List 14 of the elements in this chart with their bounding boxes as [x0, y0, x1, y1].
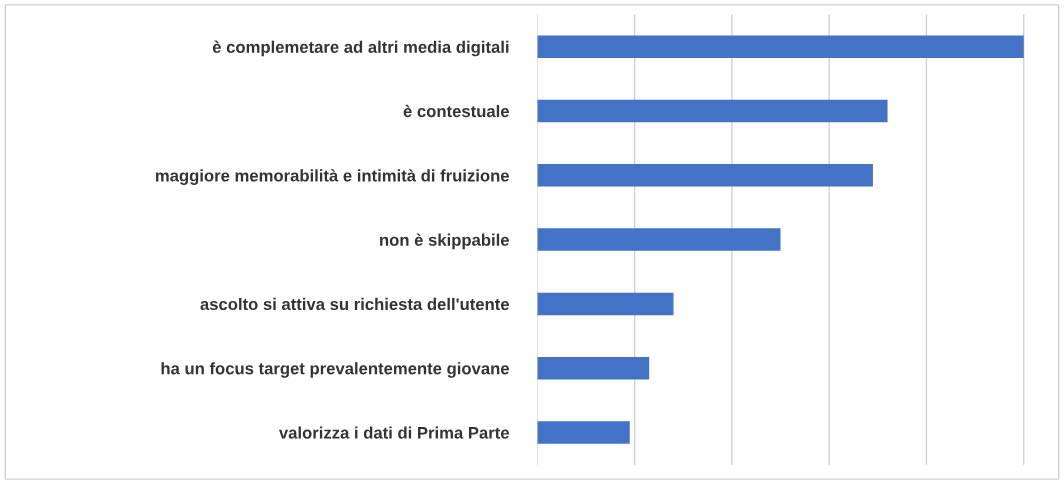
- y-tick-label: non è skippabile: [380, 233, 509, 250]
- y-tick-label: valorizza i dati di Prima Parte: [278, 426, 509, 439]
- y-tick-label: maggiore memorabilità e intimità di fruizione: [155, 169, 509, 185]
- bar: [537, 292, 674, 316]
- bar: [537, 421, 630, 444]
- y-tick-label: è contestuale: [403, 104, 509, 118]
- y-tick-label: è complemetare ad altri media digitali: [212, 40, 509, 57]
- bar: [537, 99, 888, 123]
- bar: [537, 228, 781, 251]
- bar: [537, 356, 650, 380]
- bar: [537, 35, 1024, 58]
- bar: [537, 164, 873, 187]
- y-tick-label: ha un focus target prevalentemente giovane: [161, 362, 509, 378]
- y-tick-label: ascolto si attiva su richiesta dell'utente: [200, 297, 509, 311]
